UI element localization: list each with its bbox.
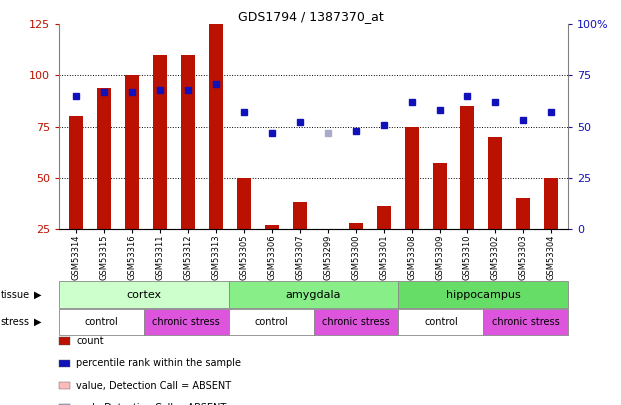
Bar bbox=[489, 137, 502, 229]
Text: tissue: tissue bbox=[1, 290, 30, 300]
Bar bbox=[292, 202, 307, 229]
Bar bbox=[404, 126, 419, 229]
Text: value, Detection Call = ABSENT: value, Detection Call = ABSENT bbox=[76, 381, 232, 390]
Text: amygdala: amygdala bbox=[286, 290, 342, 300]
Text: hippocampus: hippocampus bbox=[446, 290, 521, 300]
Bar bbox=[376, 206, 391, 229]
Bar bbox=[348, 223, 363, 229]
Bar bbox=[69, 116, 83, 229]
Text: ▶: ▶ bbox=[34, 290, 42, 300]
Bar bbox=[125, 75, 138, 229]
Text: ▶: ▶ bbox=[34, 317, 42, 327]
Text: chronic stress: chronic stress bbox=[322, 317, 390, 327]
Bar bbox=[517, 198, 530, 229]
Bar bbox=[265, 225, 279, 229]
Bar bbox=[432, 163, 446, 229]
Text: control: control bbox=[254, 317, 288, 327]
Text: stress: stress bbox=[1, 317, 30, 327]
Text: chronic stress: chronic stress bbox=[152, 317, 220, 327]
Bar bbox=[237, 178, 251, 229]
Bar bbox=[97, 88, 111, 229]
Text: control: control bbox=[424, 317, 458, 327]
Bar bbox=[209, 24, 223, 229]
Bar bbox=[545, 178, 558, 229]
Bar bbox=[181, 55, 195, 229]
Text: rank, Detection Call = ABSENT: rank, Detection Call = ABSENT bbox=[76, 403, 227, 405]
Text: count: count bbox=[76, 336, 104, 346]
Bar bbox=[153, 55, 166, 229]
Text: cortex: cortex bbox=[126, 290, 161, 300]
Bar bbox=[461, 106, 474, 229]
Text: GDS1794 / 1387370_at: GDS1794 / 1387370_at bbox=[238, 10, 383, 23]
Text: chronic stress: chronic stress bbox=[492, 317, 560, 327]
Text: control: control bbox=[84, 317, 119, 327]
Text: percentile rank within the sample: percentile rank within the sample bbox=[76, 358, 242, 368]
